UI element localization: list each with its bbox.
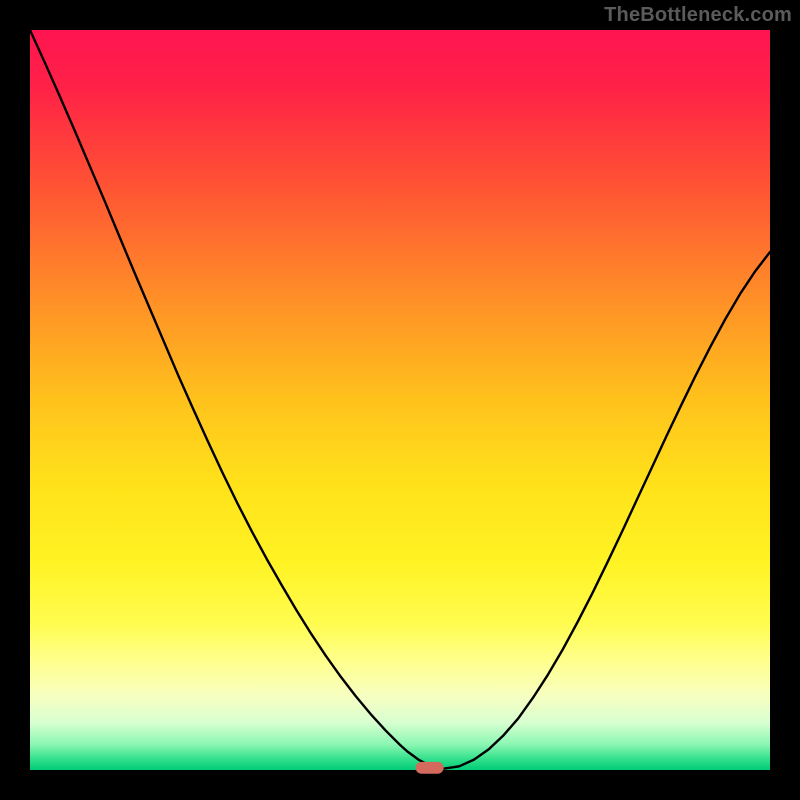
watermark-text: TheBottleneck.com — [604, 4, 792, 27]
chart-canvas: TheBottleneck.com — [0, 0, 800, 800]
bottleneck-chart-svg — [0, 0, 800, 800]
plot-background — [30, 30, 770, 770]
optimal-marker — [416, 762, 444, 774]
